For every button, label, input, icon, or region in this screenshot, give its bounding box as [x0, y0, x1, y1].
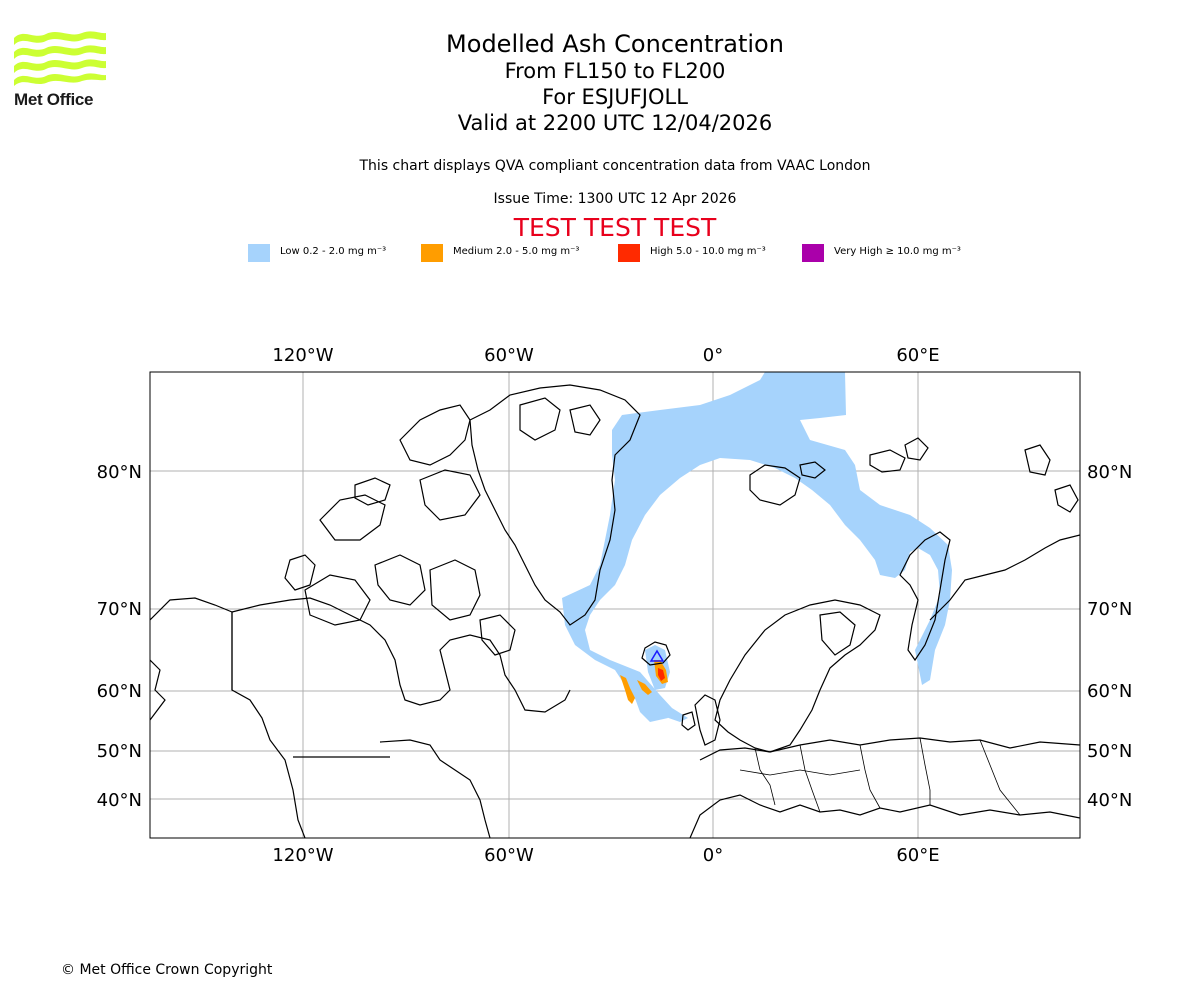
met-office-wordmark: Met Office [14, 90, 94, 109]
copyright-notice: © Met Office Crown Copyright [61, 962, 273, 978]
legend-swatch-low [248, 244, 270, 262]
latitude-labels-left: 80°N 70°N 60°N 50°N 40°N [97, 462, 142, 811]
map-frame [149, 371, 1081, 839]
volcano-name: For ESJUFJOLL [542, 85, 688, 109]
qva-disclaimer: This chart displays QVA compliant concen… [359, 158, 871, 174]
test-banner: TEST TEST TEST [513, 213, 717, 242]
valid-time: Valid at 2200 UTC 12/04/2026 [457, 111, 773, 135]
ash-area-low [562, 372, 952, 722]
lat-label-right-70n: 70°N [1087, 599, 1132, 620]
lon-label-bottom-0: 0° [703, 845, 723, 866]
lat-label-left-40n: 40°N [97, 790, 142, 811]
lon-label-top-60w: 60°W [484, 345, 534, 366]
lat-label-right-50n: 50°N [1087, 741, 1132, 762]
country-borders [739, 737, 1021, 816]
volcano-marker [649, 649, 665, 662]
met-office-logo: Met Office [14, 30, 114, 115]
legend-label-very-high: Very High ≥ 10.0 mg m⁻³ [834, 246, 961, 257]
met-office-wave-icon [14, 31, 106, 86]
lon-label-top-60e: 60°E [896, 345, 939, 366]
legend-swatch-high [618, 244, 640, 262]
longitude-labels-top: 120°W 60°W 0° 60°E [272, 345, 939, 366]
lat-label-right-40n: 40°N [1087, 790, 1132, 811]
lon-label-bottom-60e: 60°E [896, 845, 939, 866]
lat-label-right-80n: 80°N [1087, 462, 1132, 483]
legend-label-medium: Medium 2.0 - 5.0 mg m⁻³ [453, 246, 580, 257]
ash-area-high [658, 668, 665, 681]
legend-label-low: Low 0.2 - 2.0 mg m⁻³ [280, 246, 387, 257]
lat-label-left-80n: 80°N [97, 462, 142, 483]
legend-label-high: High 5.0 - 10.0 mg m⁻³ [650, 246, 766, 257]
coastlines [150, 384, 1080, 838]
legend-swatch-medium [421, 244, 443, 262]
title-block: Modelled Ash Concentration From FL150 to… [315, 30, 915, 136]
flight-level-range: From FL150 to FL200 [504, 59, 726, 83]
lat-label-left-60n: 60°N [97, 681, 142, 702]
chart-title: Modelled Ash Concentration [446, 30, 784, 58]
lon-label-bottom-120w: 120°W [272, 845, 333, 866]
longitude-labels-bottom: 120°W 60°W 0° 60°E [272, 845, 939, 866]
latitude-labels-right: 80°N 70°N 60°N 50°N 40°N [1087, 462, 1132, 811]
lon-label-bottom-60w: 60°W [484, 845, 534, 866]
legend-swatch-very-high [802, 244, 824, 262]
lon-label-top-0: 0° [703, 345, 723, 366]
lat-label-left-70n: 70°N [97, 599, 142, 620]
lat-label-right-60n: 60°N [1087, 681, 1132, 702]
lon-label-top-120w: 120°W [272, 345, 333, 366]
issue-time: Issue Time: 1300 UTC 12 Apr 2026 [493, 191, 737, 207]
lat-label-left-50n: 50°N [97, 741, 142, 762]
